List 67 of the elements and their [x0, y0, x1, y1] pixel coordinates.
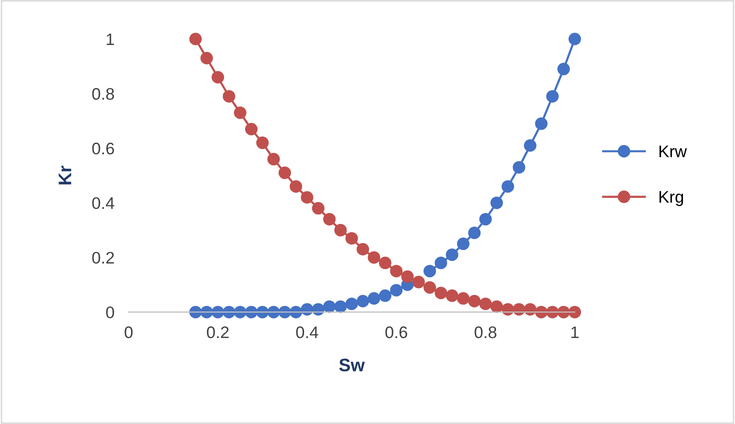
point [546, 90, 559, 103]
point [245, 122, 258, 136]
point [490, 300, 503, 313]
point [434, 286, 448, 300]
y-tick-label: 0.2 [92, 252, 114, 264]
point [200, 52, 213, 64]
point [390, 284, 403, 296]
point [256, 136, 269, 150]
x-tick-label: 0.4 [296, 326, 318, 338]
point [502, 180, 514, 193]
point [278, 166, 292, 180]
y-tick-label: 0.6 [92, 142, 114, 154]
point [334, 300, 347, 313]
x-axis-title: Sw [339, 358, 365, 372]
point [356, 294, 370, 308]
point [345, 298, 358, 310]
point [290, 180, 302, 193]
point [312, 202, 324, 215]
y-tick-label: 0.4 [92, 197, 114, 210]
point [300, 191, 314, 204]
point [390, 264, 403, 278]
x-tick-label: 0 [124, 326, 133, 338]
point [378, 289, 392, 302]
point [456, 238, 470, 250]
point [568, 306, 582, 318]
point [368, 251, 380, 264]
point [490, 196, 503, 210]
point [424, 281, 436, 294]
point [323, 212, 336, 226]
x-tick-label: 0.2 [206, 326, 229, 338]
point [334, 224, 347, 236]
x-tick-label: 0.6 [385, 326, 408, 338]
x-tick-label: 1 [571, 326, 579, 338]
y-tick-label: 0 [106, 306, 114, 318]
point [212, 70, 224, 84]
point [234, 106, 246, 119]
point [479, 212, 492, 226]
point [368, 292, 380, 305]
point [446, 248, 458, 261]
point [323, 300, 336, 313]
legend-label: Krg [660, 191, 684, 206]
point [535, 117, 548, 130]
point [356, 243, 370, 256]
legend-label: Krw [660, 146, 687, 158]
x-tick-label: 0.8 [474, 326, 496, 338]
y-tick-label: 0.8 [92, 88, 114, 100]
point [424, 264, 436, 278]
point [479, 298, 492, 310]
point [189, 32, 202, 46]
point [267, 152, 280, 166]
point [456, 292, 470, 305]
point [524, 303, 536, 316]
point [434, 256, 448, 270]
point [401, 270, 414, 283]
point [378, 256, 392, 270]
point [345, 232, 358, 245]
point [568, 32, 582, 46]
point [468, 294, 481, 308]
point [557, 62, 570, 76]
point [412, 276, 425, 288]
y-tick-label: 1 [106, 34, 114, 46]
point [222, 90, 236, 103]
point [468, 226, 481, 240]
point [524, 139, 536, 152]
point [512, 161, 526, 174]
y-axis-title: Kr [58, 166, 72, 184]
point [446, 289, 458, 302]
